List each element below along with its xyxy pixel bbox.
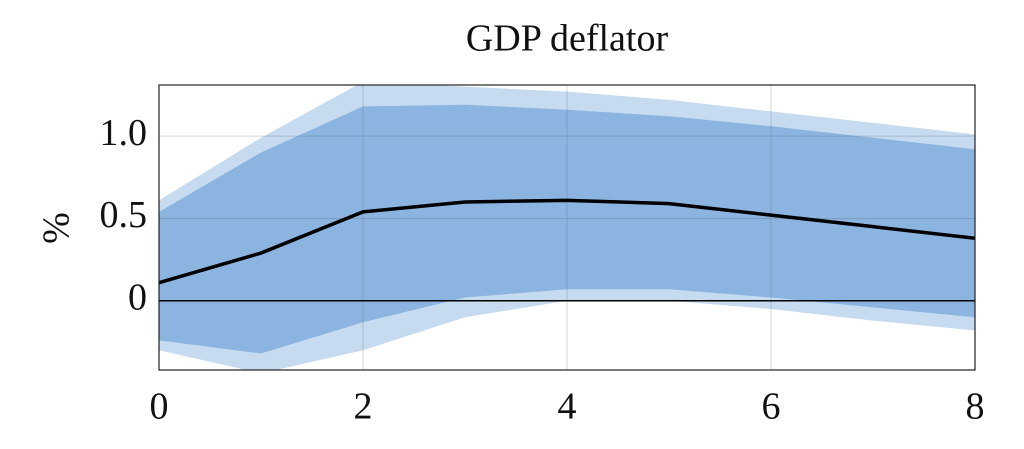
- confidence-band: [159, 104, 975, 354]
- y-tick-label: 0.5: [100, 194, 148, 236]
- x-tick-label: 6: [762, 386, 781, 428]
- y-axis-label: %: [36, 212, 78, 244]
- bands: [159, 85, 975, 370]
- lines: [159, 198, 975, 285]
- median-line: [159, 198, 975, 285]
- y-tick-label: 0: [128, 277, 147, 319]
- plot-frame: [158, 84, 976, 371]
- grid: [158, 85, 976, 370]
- x-tick-label: 8: [966, 386, 985, 428]
- x-tick-label: 0: [150, 386, 169, 428]
- chart-title: GDP deflator: [466, 18, 669, 60]
- y-tick-label: 1.0: [100, 112, 148, 154]
- x-tick-label: 2: [354, 386, 373, 428]
- x-tick-label: 4: [558, 386, 577, 428]
